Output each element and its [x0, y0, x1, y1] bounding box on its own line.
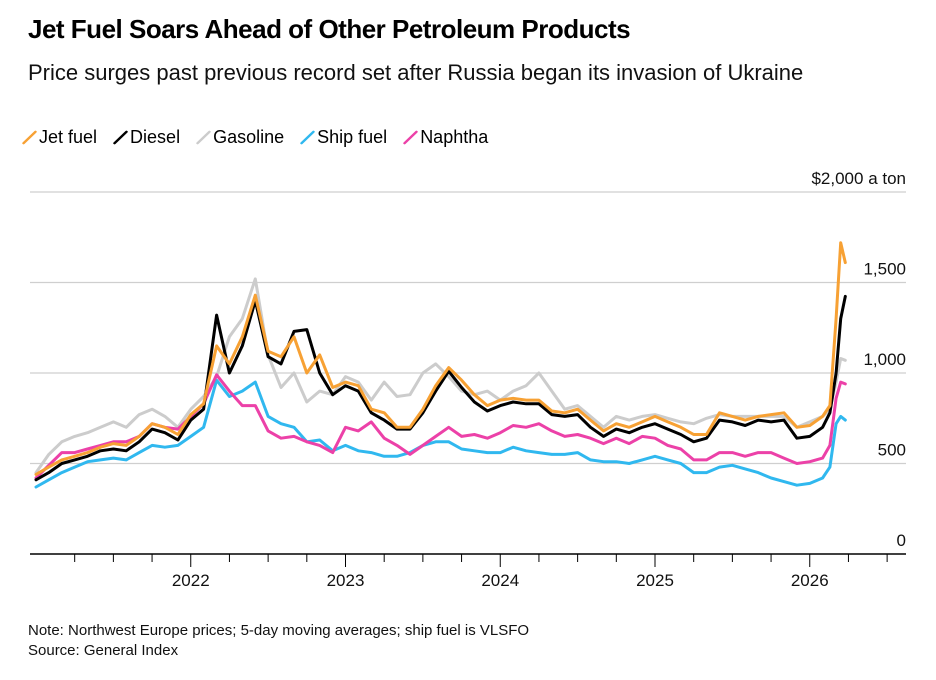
x-tick-label: 2024 — [481, 571, 519, 590]
y-tick-label: 0 — [897, 531, 906, 550]
legend-label-ship-fuel: Ship fuel — [317, 127, 388, 147]
legend-label-diesel: Diesel — [130, 127, 181, 147]
legend-item-naphtha[interactable]: Naphtha — [402, 127, 489, 148]
x-tick-label: 2023 — [327, 571, 365, 590]
x-tick-label: 2026 — [791, 571, 829, 590]
y-tick-label: 1,500 — [863, 260, 906, 279]
chart-note: Note: Northwest Europe prices; 5-day mov… — [28, 622, 530, 639]
chart-subtitle: Price surges past previous record set af… — [28, 60, 804, 85]
y-tick-label: 1,000 — [863, 350, 906, 369]
x-tick-label: 2025 — [636, 571, 674, 590]
legend-item-gasoline[interactable]: Gasoline — [195, 127, 285, 148]
legend-item-diesel[interactable]: Diesel — [112, 127, 181, 148]
legend-item-ship-fuel[interactable]: Ship fuel — [299, 127, 388, 148]
y-tick-label: 500 — [878, 441, 906, 460]
x-tick-label: 2022 — [172, 571, 210, 590]
chart-footer: Note: Northwest Europe prices; 5-day mov… — [28, 621, 529, 661]
y-tick-label: $2,000 a ton — [811, 169, 906, 188]
legend-label-gasoline: Gasoline — [213, 127, 285, 147]
chart-source: Source: General Index — [28, 642, 179, 659]
legend-label-naphtha: Naphtha — [420, 127, 489, 147]
legend: Jet fuel Diesel Gasoline Ship fuel Napht… — [21, 127, 489, 148]
series-line-ship-fuel — [34, 378, 847, 489]
series-line-gasoline — [34, 277, 847, 475]
series-line-jet-fuel — [34, 241, 847, 476]
chart-title: Jet Fuel Soars Ahead of Other Petroleum … — [28, 14, 631, 44]
legend-item-jet-fuel[interactable]: Jet fuel — [21, 127, 98, 148]
legend-label-jet-fuel: Jet fuel — [39, 127, 98, 147]
series-line-diesel — [34, 294, 847, 482]
series-line-naphtha — [34, 373, 847, 480]
